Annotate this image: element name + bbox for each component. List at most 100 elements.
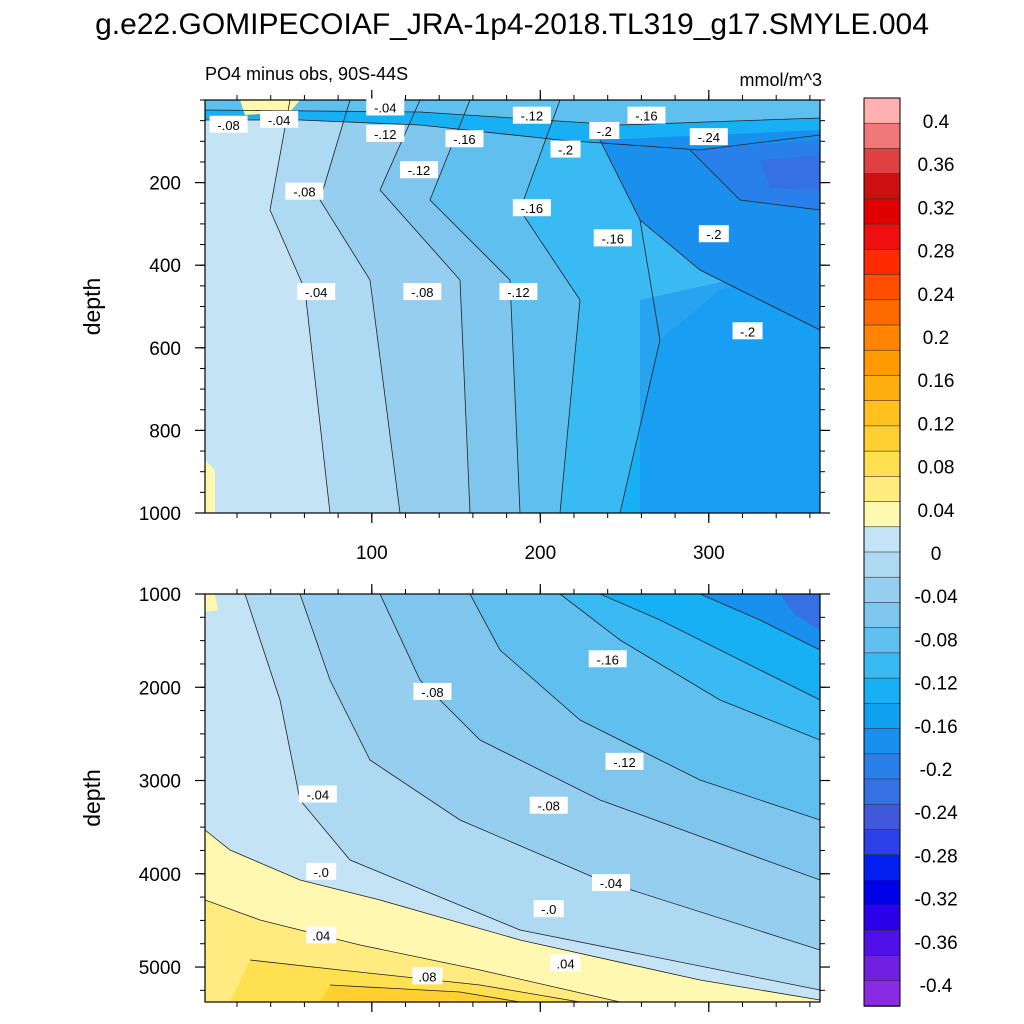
contour-label: -.12 [399, 161, 438, 179]
lower-band-008 [245, 594, 820, 990]
contour-label: -.08 [529, 796, 568, 814]
lower-band-016 [380, 594, 820, 880]
lower-contour-lines [205, 594, 820, 1002]
contour-label-text: -.08 [293, 185, 315, 200]
upper-ytick-label: 200 [149, 174, 181, 195]
lower-band-012 [300, 594, 820, 950]
contour-label-box [689, 128, 728, 146]
contour-label: -.04 [260, 110, 299, 128]
upper-ytick-label: 400 [149, 256, 181, 277]
colorbar-label: 0.24 [918, 285, 955, 306]
contour-label-text: -.12 [374, 127, 396, 142]
upper-ytick-label: 800 [149, 421, 181, 442]
contour-label-text: -.08 [411, 285, 433, 300]
contour-label: -.16 [588, 650, 627, 668]
colorbar-swatch [863, 375, 901, 402]
contour-label-text: -.16 [453, 132, 475, 147]
colorbar-swatch [863, 829, 901, 856]
contour-label-text: -.04 [305, 285, 327, 300]
contour-label-box [298, 785, 337, 803]
colorbar-swatch [863, 476, 901, 503]
colorbar-frame [863, 97, 901, 1007]
contour-label: -.04 [366, 98, 405, 116]
contour-label: -.04 [592, 874, 631, 892]
colorbar-swatch [863, 955, 901, 982]
lower-band-020 [470, 594, 820, 820]
lower-corner-yellow [205, 594, 218, 612]
colorbar-swatch [863, 450, 901, 478]
contour-label-box [306, 926, 337, 944]
contour-label: .04 [550, 954, 581, 972]
colorbar-swatch [863, 728, 901, 755]
contour-label-text: -.16 [521, 201, 543, 216]
contour-label-box [403, 283, 442, 301]
contour-label-text: -.04 [307, 788, 329, 803]
colorbar-swatch [863, 879, 901, 906]
colorbar-label: 0.36 [918, 155, 955, 176]
colorbar-swatch [863, 249, 901, 276]
contour-label-box [592, 874, 631, 892]
colorbar-label: -0.32 [914, 890, 957, 911]
contour-label-box [732, 322, 763, 340]
contour-label-text: -.12 [408, 163, 430, 178]
contour-label-text: -.08 [217, 118, 239, 133]
contour-label-box [593, 229, 632, 247]
colorbar-label: 0.16 [918, 371, 955, 392]
colorbar-swatch [863, 173, 901, 200]
contour-label-text: -.12 [613, 755, 635, 770]
colorbar-label: 0.4 [923, 112, 950, 133]
contour-label-box [550, 954, 581, 972]
upper-surface-top [205, 100, 820, 125]
colorbar-label: -0.2 [920, 760, 953, 781]
upper-ytick-label: 600 [149, 339, 181, 360]
contour-label: -.2 [698, 225, 729, 243]
colorbar-swatch [863, 324, 901, 352]
colorbar-swatch [863, 677, 901, 705]
contour-label-box [698, 225, 729, 243]
contour-label-box [512, 199, 551, 217]
upper-band-036 [760, 155, 820, 190]
contour-label-text: -.08 [421, 685, 443, 700]
contour-label: -.12 [605, 752, 644, 770]
contour-labels-layer: -.08 -.04 -.04 -.12 -.12 -.16 -.12 -.16 -.2 -.2 -.… [209, 98, 763, 985]
colorbar-swatch [863, 198, 901, 225]
panel-subtitle: PO4 minus obs, 90S-44S [205, 64, 409, 84]
colorbar-swatch [863, 930, 901, 957]
contour-label-text: -.16 [602, 231, 624, 246]
colorbar-swatch [863, 97, 901, 125]
colorbar-swatch [863, 980, 901, 1007]
upper-xtick-label: 100 [356, 543, 388, 564]
contour-label-box [306, 862, 337, 880]
contour-label-box [260, 110, 299, 128]
contour-label-box [412, 967, 443, 985]
lower-band-pos008 [230, 960, 580, 1002]
contour-label-box [413, 682, 452, 700]
contour-label-text: -.12 [507, 285, 529, 300]
contour-label: -.08 [209, 115, 248, 133]
colorbar-swatch [863, 803, 901, 831]
contour-label: -.0 [533, 900, 564, 918]
contour-label-box [499, 283, 538, 301]
main-title: g.e22.GOMIPECOIAF_JRA-1p4-2018.TL319_g17… [95, 8, 929, 41]
contour-label-box [297, 283, 336, 301]
lower-y-axis-title: depth [79, 769, 105, 827]
colorbar-swatch [863, 602, 901, 629]
colorbar-label: 0.12 [918, 414, 955, 435]
colorbar-swatch [863, 349, 901, 377]
colorbar-swatch [863, 425, 901, 452]
upper-band-012 [320, 100, 470, 513]
contour-label-box [209, 115, 248, 133]
contour-label-box [627, 106, 666, 124]
contour-label-box [588, 650, 627, 668]
contour-label-text: -.04 [374, 100, 396, 115]
contour-label-text: -.2 [740, 324, 755, 339]
lower-ytick-label: 2000 [139, 678, 181, 699]
lower-frame [204, 593, 821, 1003]
colorbar-label: -0.12 [914, 674, 957, 695]
colorbar-swatch [863, 526, 901, 553]
upper-xtick-label: 300 [693, 543, 725, 564]
lower-band-032 [780, 594, 820, 630]
contour-label-text: -.04 [600, 876, 622, 891]
contour-label: -.2 [550, 140, 581, 158]
colorbar-swatch [863, 299, 901, 326]
